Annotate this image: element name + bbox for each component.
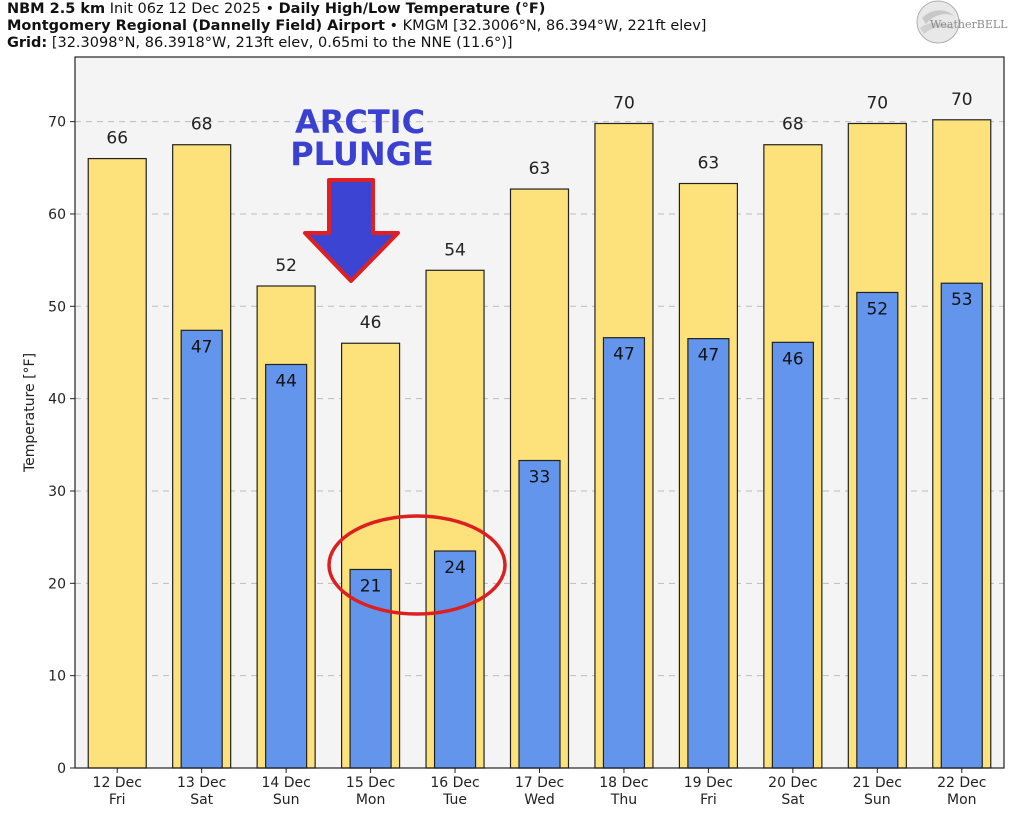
- annotation-text-line1: ARCTIC: [295, 103, 425, 141]
- chart-title: Daily High/Low Temperature (°F): [278, 1, 546, 17]
- x-tick-weekday: Sat: [781, 792, 804, 808]
- low-value-label: 24: [444, 558, 466, 578]
- high-value-label: 63: [529, 159, 551, 179]
- low-bar: [687, 338, 730, 769]
- x-tick-weekday: Fri: [109, 792, 126, 808]
- high-value-label: 70: [951, 90, 973, 110]
- low-value-label: 46: [782, 349, 804, 369]
- y-tick-label: 10: [48, 669, 66, 685]
- y-tick-label: 20: [48, 576, 66, 592]
- x-tick-label: 18 Dec: [599, 775, 648, 791]
- y-tick-label: 60: [48, 207, 66, 223]
- low-value-label: 47: [613, 345, 635, 365]
- x-tick-label: 16 Dec: [430, 775, 479, 791]
- separator: •: [265, 1, 275, 17]
- separator: •: [389, 18, 399, 34]
- low-bar: [602, 337, 646, 769]
- init-time: Init 06z 12 Dec 2025: [109, 1, 261, 17]
- y-tick-label: 40: [48, 392, 66, 408]
- low-bar: [771, 341, 814, 769]
- high-value-label: 63: [698, 154, 720, 174]
- grid-label: Grid:: [7, 35, 48, 51]
- x-tick-label: 19 Dec: [684, 775, 733, 791]
- low-value-label: 21: [360, 576, 382, 596]
- high-value-label: 68: [191, 115, 213, 135]
- low-value-label: 44: [275, 371, 297, 391]
- high-value-label: 70: [613, 93, 635, 113]
- x-tick-label: 15 Dec: [346, 775, 395, 791]
- x-tick-weekday: Wed: [524, 792, 555, 808]
- y-tick-label: 70: [48, 115, 66, 131]
- grid-details: [32.3098°N, 86.3918°W, 213ft elev, 0.65m…: [51, 35, 513, 51]
- low-bar: [518, 459, 561, 769]
- high-value-label: 66: [106, 129, 128, 149]
- x-tick-weekday: Thu: [610, 792, 637, 808]
- high-value-label: 52: [275, 256, 297, 276]
- logo-text: WeatherBELL: [930, 18, 1008, 31]
- x-tick-label: 22 Dec: [937, 775, 986, 791]
- x-tick-weekday: Mon: [356, 792, 386, 808]
- x-tick-label: 14 Dec: [261, 775, 310, 791]
- y-tick-label: 50: [48, 299, 66, 315]
- x-tick-label: 20 Dec: [768, 775, 817, 791]
- x-tick-label: 17 Dec: [515, 775, 564, 791]
- low-value-label: 47: [191, 337, 213, 357]
- low-bar: [433, 550, 477, 769]
- header-line-1: NBM 2.5 km Init 06z 12 Dec 2025 • Daily …: [7, 0, 545, 18]
- low-value-label: 52: [866, 299, 888, 319]
- low-bar: [940, 282, 983, 769]
- high-value-label: 54: [444, 240, 466, 260]
- station-name: Montgomery Regional (Dannelly Field) Air…: [7, 18, 385, 34]
- x-tick-weekday: Sun: [864, 792, 891, 808]
- high-bar: [87, 157, 147, 769]
- x-tick-label: 13 Dec: [177, 775, 226, 791]
- x-tick-weekday: Fri: [700, 792, 717, 808]
- low-bar: [180, 329, 223, 769]
- low-value-label: 47: [698, 346, 720, 366]
- x-tick-weekday: Mon: [947, 792, 977, 808]
- down-arrow-icon: [303, 178, 400, 283]
- high-value-label: 70: [866, 93, 888, 113]
- low-value-label: 53: [951, 290, 973, 310]
- high-value-label: 46: [360, 313, 382, 333]
- low-bar: [856, 291, 899, 769]
- low-bar: [265, 363, 308, 769]
- header-line-2: Montgomery Regional (Dannelly Field) Air…: [7, 17, 706, 35]
- model-name: NBM 2.5 km: [7, 1, 106, 17]
- weatherbell-logo: WeatherBELL: [916, 0, 1008, 44]
- x-tick-weekday: Sun: [273, 792, 300, 808]
- low-value-label: 33: [529, 468, 551, 488]
- x-tick-label: 12 Dec: [93, 775, 142, 791]
- annotation-text-line2: PLUNGE: [290, 135, 434, 173]
- highlight-circle: [327, 514, 507, 616]
- y-tick-label: 0: [57, 761, 66, 777]
- high-value-label: 68: [782, 115, 804, 135]
- station-details: KMGM [32.3006°N, 86.394°W, 221ft elev]: [402, 18, 707, 34]
- x-tick-label: 21 Dec: [853, 775, 902, 791]
- header-line-3: Grid: [32.3098°N, 86.3918°W, 213ft elev,…: [7, 34, 513, 52]
- y-tick-label: 30: [48, 484, 66, 500]
- x-tick-weekday: Sat: [190, 792, 213, 808]
- y-axis-label: Temperature [°F]: [22, 353, 38, 473]
- x-tick-weekday: Tue: [442, 792, 467, 808]
